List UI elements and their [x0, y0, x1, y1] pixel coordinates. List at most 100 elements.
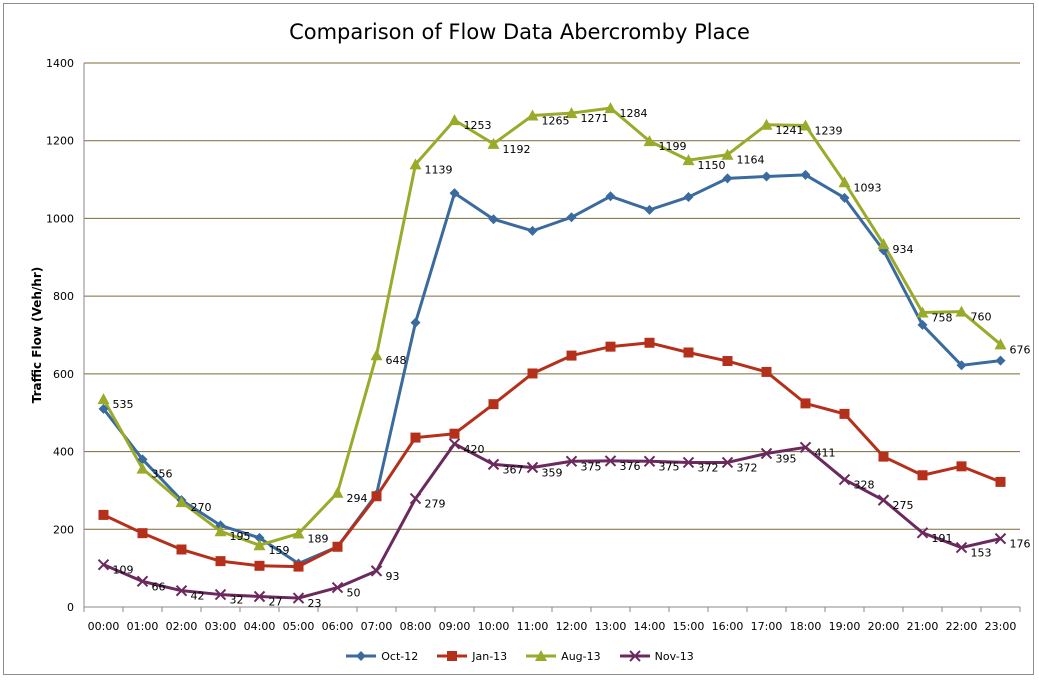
- y-tick-label: 200: [53, 523, 74, 536]
- data-label-aug-13: 159: [269, 544, 290, 557]
- data-point-jan-13: [449, 428, 460, 439]
- data-label-nov-13: 279: [425, 498, 446, 511]
- x-tick-label: 12:00: [556, 620, 588, 633]
- data-label-aug-13: 356: [152, 468, 173, 481]
- x-tick-label: 19:00: [829, 620, 861, 633]
- data-point-nov-13: [838, 473, 851, 486]
- data-label-nov-13: 153: [971, 547, 992, 560]
- data-label-aug-13: 195: [230, 530, 251, 543]
- data-point-aug-13: [643, 135, 656, 147]
- data-point-jan-13: [878, 451, 889, 462]
- data-point-jan-13: [566, 350, 577, 361]
- data-point-aug-13: [760, 118, 773, 130]
- data-point-aug-13: [175, 496, 188, 508]
- data-point-oct-12: [488, 214, 499, 225]
- data-label-aug-13: 758: [932, 311, 953, 324]
- data-point-oct-12: [527, 225, 538, 236]
- legend-label-aug-13: Aug-13: [561, 649, 601, 663]
- data-label-nov-13: 372: [698, 461, 719, 474]
- data-point-nov-13: [97, 558, 110, 571]
- data-label-aug-13: 1093: [854, 181, 882, 194]
- x-tick-label: 18:00: [790, 620, 822, 633]
- data-label-aug-13: 1239: [815, 125, 843, 138]
- data-label-aug-13: 760: [971, 311, 992, 324]
- data-point-aug-13: [526, 109, 539, 121]
- x-tick-label: 06:00: [322, 620, 354, 633]
- data-point-jan-13: [137, 528, 148, 539]
- data-point-oct-12: [800, 169, 811, 180]
- data-label-aug-13: 676: [1010, 343, 1031, 356]
- y-tick-label: 0: [67, 601, 74, 614]
- data-point-oct-12: [410, 317, 421, 328]
- data-label-aug-13: 1265: [542, 114, 570, 127]
- data-point-aug-13: [409, 158, 422, 170]
- data-label-aug-13: 1150: [698, 159, 726, 172]
- data-point-nov-13: [409, 492, 422, 505]
- legend-label-oct-12: Oct-12: [381, 649, 419, 663]
- series-line-aug-13: [102, 106, 1002, 547]
- x-tick-label: 14:00: [634, 620, 666, 633]
- data-point-nov-13: [331, 581, 344, 594]
- data-point-oct-12: [956, 360, 967, 371]
- data-point-aug-13: [565, 107, 578, 119]
- data-point-aug-13: [214, 525, 227, 537]
- data-point-aug-13: [955, 305, 968, 317]
- data-point-jan-13: [605, 341, 616, 352]
- data-label-nov-13: 411: [815, 446, 836, 459]
- data-point-oct-12: [995, 355, 1006, 366]
- legend-swatch-aug-13: [526, 650, 557, 661]
- data-point-aug-13: [877, 238, 890, 250]
- data-point-jan-13: [176, 544, 187, 555]
- data-point-aug-13: [331, 486, 344, 498]
- data-point-nov-13: [994, 532, 1007, 545]
- series-line-nov-13: [102, 442, 1001, 600]
- data-point-jan-13: [371, 491, 382, 502]
- x-tick-label: 20:00: [868, 620, 900, 633]
- data-label-aug-13: 1241: [776, 124, 804, 137]
- x-tick-label: 10:00: [478, 620, 510, 633]
- data-point-nov-13: [721, 456, 734, 469]
- data-label-aug-13: 1284: [620, 107, 648, 120]
- data-label-aug-13: 1199: [659, 140, 687, 153]
- x-tick-label: 22:00: [946, 620, 978, 633]
- data-label-nov-13: 420: [464, 443, 485, 456]
- data-label-nov-13: 42: [191, 590, 205, 603]
- legend-label-nov-13: Nov-13: [654, 649, 694, 663]
- data-point-oct-12: [839, 192, 850, 203]
- x-tick-label: 15:00: [673, 620, 705, 633]
- data-label-nov-13: 367: [503, 463, 524, 476]
- data-label-nov-13: 93: [386, 570, 400, 583]
- legend-swatch-nov-13: [619, 650, 650, 662]
- data-label-aug-13: 189: [308, 533, 329, 546]
- x-tick-label: 21:00: [907, 620, 939, 633]
- data-point-nov-13: [643, 455, 656, 467]
- data-label-nov-13: 328: [854, 479, 875, 492]
- legend: Oct-12 Jan-13 Aug-13 Nov-13: [0, 647, 1039, 665]
- data-point-oct-12: [254, 532, 265, 543]
- data-label-nov-13: 66: [152, 580, 166, 593]
- data-label-nov-13: 32: [230, 594, 244, 607]
- data-point-jan-13: [644, 337, 655, 348]
- data-label-aug-13: 1271: [581, 112, 609, 125]
- data-point-aug-13: [487, 137, 500, 149]
- data-label-nov-13: 23: [308, 597, 322, 610]
- data-label-nov-13: 275: [893, 499, 914, 512]
- x-tick-label: 11:00: [517, 620, 549, 633]
- data-point-oct-12: [566, 212, 577, 223]
- data-point-jan-13: [215, 556, 226, 567]
- data-point-oct-12: [605, 191, 616, 202]
- data-point-nov-13: [370, 565, 383, 577]
- x-tick-label: 01:00: [127, 620, 159, 633]
- data-label-aug-13: 1192: [503, 143, 531, 156]
- data-point-nov-13: [955, 541, 968, 554]
- data-point-nov-13: [682, 456, 695, 469]
- data-point-jan-13: [956, 461, 967, 472]
- legend-item-jan-13: Jan-13: [436, 649, 507, 663]
- data-point-aug-13: [370, 349, 383, 361]
- data-label-nov-13: 376: [620, 460, 641, 473]
- data-point-jan-13: [917, 470, 928, 481]
- x-tick-label: 00:00: [88, 620, 120, 633]
- chart-frame: Comparison of Flow Data Abercromby Place: [3, 3, 1034, 675]
- data-point-aug-13: [136, 462, 149, 474]
- data-point-jan-13: [410, 432, 421, 443]
